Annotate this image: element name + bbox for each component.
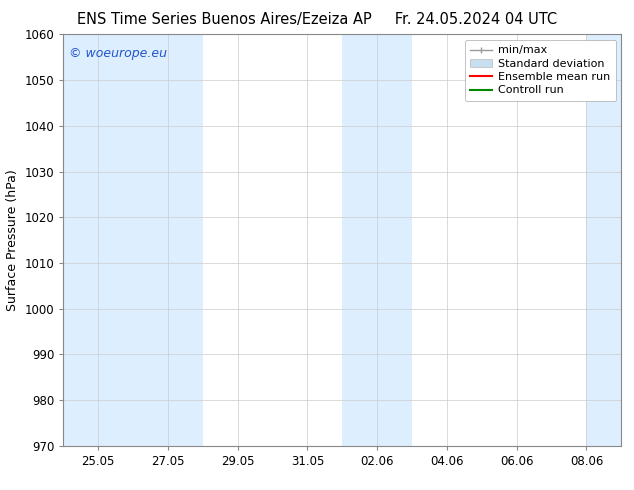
Text: ENS Time Series Buenos Aires/Ezeiza AP     Fr. 24.05.2024 04 UTC: ENS Time Series Buenos Aires/Ezeiza AP F… xyxy=(77,12,557,27)
Y-axis label: Surface Pressure (hPa): Surface Pressure (hPa) xyxy=(6,169,19,311)
Bar xyxy=(342,34,412,446)
Text: © woeurope.eu: © woeurope.eu xyxy=(69,47,167,60)
Legend: min/max, Standard deviation, Ensemble mean run, Controll run: min/max, Standard deviation, Ensemble me… xyxy=(465,40,616,101)
Bar xyxy=(63,34,133,446)
Bar xyxy=(586,34,621,446)
Bar xyxy=(133,34,203,446)
